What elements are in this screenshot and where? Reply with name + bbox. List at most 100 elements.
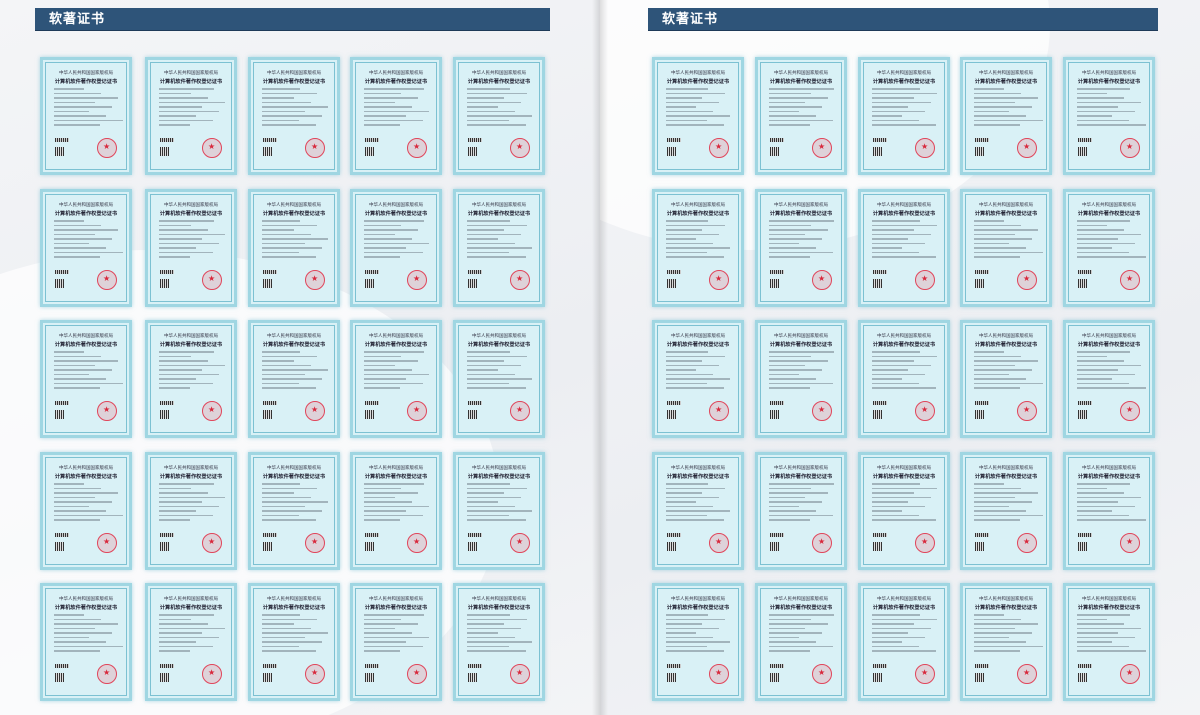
certificate-issuer: 中华人民共和国国家版权局 (979, 71, 1033, 76)
text-line (769, 242, 799, 244)
text-line (872, 369, 908, 371)
text-line (159, 645, 213, 647)
text-line (974, 115, 1026, 117)
text-line (769, 627, 805, 629)
qr-code-icon (1078, 542, 1087, 551)
text-line (54, 645, 123, 647)
certificate-issuer: 中华人民共和国国家版权局 (774, 203, 828, 208)
qr-code-icon (1078, 673, 1087, 682)
certificate-issuer: 中华人民共和国国家版权局 (1082, 203, 1136, 208)
text-line (159, 238, 202, 240)
text-line (364, 101, 395, 103)
certificate-title: 计算机软件著作权登记证书 (364, 79, 428, 85)
barcode-icon (975, 401, 989, 405)
barcode-icon (365, 664, 379, 668)
qr-code-icon (55, 542, 64, 551)
seal-icon (1017, 401, 1037, 421)
certificate-title: 计算机软件著作权登记证书 (1077, 211, 1141, 217)
text-line (769, 351, 834, 353)
text-line (769, 373, 799, 375)
text-line (1077, 355, 1107, 357)
certificate-image: 中华人民共和国国家版权局 计算机软件著作权登记证书 (858, 583, 950, 701)
text-line (262, 627, 311, 629)
seal-icon (510, 664, 530, 684)
certificate-image: 中华人民共和国国家版权局 计算机软件著作权登记证书 (145, 452, 237, 570)
text-line (872, 355, 937, 357)
text-line (872, 106, 908, 108)
text-line (666, 382, 707, 384)
qr-code-icon (975, 542, 984, 551)
text-line (872, 510, 902, 512)
text-line (666, 636, 713, 638)
text-line (1077, 106, 1118, 108)
certificate-image: 中华人民共和国国家版权局 计算机软件著作权登记证书 (248, 189, 340, 307)
text-line (262, 364, 311, 366)
text-line (1077, 645, 1129, 647)
text-line (262, 115, 322, 117)
text-line (364, 256, 400, 258)
text-line (769, 119, 833, 121)
text-line (54, 115, 106, 117)
text-line (666, 519, 724, 521)
certificate-title: 计算机软件著作权登记证书 (769, 79, 833, 85)
certificate-image: 中华人民共和国国家版权局 计算机软件著作权登记证书 (40, 320, 132, 438)
text-line (262, 229, 294, 231)
text-line (974, 351, 1004, 353)
qr-code-icon (160, 147, 169, 156)
qr-code-icon (263, 542, 272, 551)
text-line (54, 492, 118, 494)
certificate-title: 计算机软件著作权登记证书 (769, 605, 833, 611)
certificate-issuer: 中华人民共和国国家版权局 (164, 71, 218, 76)
certificate-image: 中华人民共和国国家版权局 计算机软件著作权登记证书 (40, 583, 132, 701)
text-line (262, 224, 317, 226)
text-line (262, 505, 305, 507)
text-line (666, 505, 713, 507)
certificate-image: 中华人民共和国国家版权局 计算机软件著作权登记证书 (350, 583, 442, 701)
certificate-issuer: 中华人民共和国国家版权局 (671, 334, 725, 339)
text-line (666, 650, 724, 652)
certificate-image: 中华人民共和国国家版权局 计算机软件著作权登记证书 (453, 452, 545, 570)
certificate-issuer: 中华人民共和国国家版权局 (59, 597, 113, 602)
text-line (364, 369, 412, 371)
text-line (54, 382, 123, 384)
text-line (872, 97, 914, 99)
certificate-image: 中华人民共和国国家版权局 计算机软件著作权登记证书 (145, 583, 237, 701)
text-line (666, 106, 696, 108)
text-line (1077, 92, 1107, 94)
text-line (262, 97, 294, 99)
seal-icon (915, 401, 935, 421)
text-line (872, 623, 914, 625)
text-line (364, 360, 418, 362)
text-line (769, 632, 822, 634)
text-line (262, 496, 311, 498)
certificate-issuer: 中华人民共和国国家版权局 (472, 466, 526, 471)
text-line (666, 614, 708, 616)
text-line (262, 641, 322, 643)
seal-icon (407, 138, 427, 158)
certificate-title: 计算机软件著作权登记证书 (974, 474, 1038, 480)
text-line (1077, 614, 1130, 616)
text-line (54, 242, 89, 244)
text-line (769, 636, 799, 638)
text-line (872, 627, 931, 629)
qr-code-icon (770, 542, 779, 551)
qr-code-icon (263, 673, 272, 682)
text-line (666, 632, 696, 634)
certificate-issuer: 中华人民共和国国家版权局 (369, 466, 423, 471)
certificate-title: 计算机软件著作权登记证书 (666, 79, 730, 85)
qr-code-icon (975, 279, 984, 288)
text-line (159, 514, 213, 516)
certificate-title: 计算机软件著作权登记证书 (262, 474, 326, 480)
barcode-icon (667, 138, 681, 142)
seal-icon (305, 138, 325, 158)
certificate-image: 中华人民共和国国家版权局 计算机软件著作权登记证书 (960, 583, 1052, 701)
text-line (1077, 369, 1118, 371)
text-line (769, 106, 822, 108)
seal-icon (202, 138, 222, 158)
certificate-image: 中华人民共和国国家版权局 计算机软件著作权登记证书 (350, 452, 442, 570)
text-line (769, 355, 811, 357)
certificate-issuer: 中华人民共和国国家版权局 (774, 71, 828, 76)
text-line (54, 618, 101, 620)
text-line (54, 483, 84, 485)
seal-icon (97, 533, 117, 553)
